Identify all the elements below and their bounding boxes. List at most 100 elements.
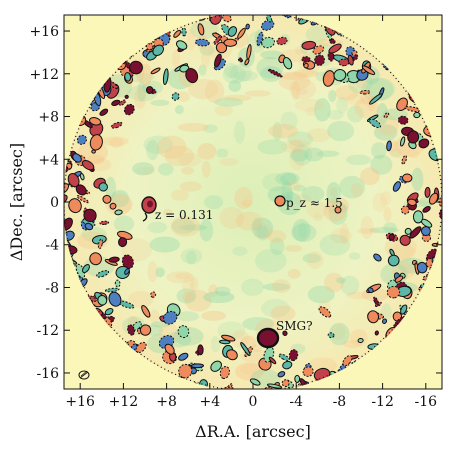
- edge-contour: [402, 173, 413, 183]
- edge-contour: [197, 344, 204, 356]
- noise-blob: [272, 279, 291, 294]
- noise-blob: [163, 208, 173, 216]
- source-pz15: [274, 195, 342, 214]
- edge-contour: [404, 227, 412, 235]
- noise-blob: [272, 121, 283, 141]
- x-tick-label: +16: [65, 394, 95, 410]
- edge-contour: [109, 202, 117, 210]
- edge-contour: [267, 68, 283, 78]
- noise-blob: [411, 167, 424, 191]
- edge-contour: [294, 374, 301, 383]
- edge-contour: [84, 222, 94, 231]
- edge-contour: [282, 57, 293, 70]
- noise-blob: [229, 63, 253, 83]
- noise-blob: [203, 124, 218, 133]
- noise-blob: [231, 330, 250, 349]
- noise-blob: [182, 292, 195, 302]
- edge-contour: [383, 112, 390, 119]
- edge-contour: [108, 291, 122, 307]
- noise-blob: [241, 199, 253, 208]
- noise-blob: [303, 147, 324, 162]
- edge-contour: [261, 36, 275, 49]
- noise-blob: [178, 152, 202, 167]
- edge-contour: [407, 130, 420, 144]
- noise-blob: [208, 284, 218, 297]
- edge-contour: [240, 342, 251, 356]
- noise-blob: [373, 124, 398, 141]
- noise-blob: [306, 251, 324, 269]
- noise-blob: [294, 98, 325, 112]
- x-tick-label: 0: [249, 394, 258, 410]
- edge-contour: [409, 226, 422, 239]
- edge-contour: [91, 149, 96, 154]
- edge-contour: [118, 300, 135, 309]
- x-tick-label: -12: [371, 394, 394, 410]
- noise-blob: [140, 63, 152, 87]
- edge-contour: [135, 341, 147, 354]
- edge-contour: [104, 287, 120, 293]
- noise-blob: [324, 272, 345, 293]
- noise-blob: [219, 158, 239, 166]
- noise-blob: [179, 224, 208, 231]
- noise-blob: [132, 162, 155, 176]
- noise-blob: [261, 173, 288, 192]
- edge-contour: [368, 118, 382, 129]
- noise-blob: [375, 114, 399, 136]
- edge-contour: [381, 318, 388, 325]
- noise-blob: [260, 50, 284, 60]
- noise-blob: [171, 189, 189, 201]
- edge-contour: [129, 60, 143, 75]
- noise-blob: [251, 217, 274, 239]
- noise-blob: [350, 182, 363, 198]
- x-axis: +16 +12 +8 +4 0 -4 -8 -12 -16: [65, 15, 437, 410]
- edge-contour: [123, 103, 135, 116]
- source-z0131: [141, 196, 157, 222]
- noise-blob: [109, 137, 124, 148]
- noise-blob: [361, 78, 394, 102]
- noise-blob: [199, 218, 214, 242]
- edge-contour: [124, 268, 130, 275]
- noise-blob: [189, 277, 199, 293]
- edge-contour: [190, 363, 205, 369]
- noise-blob: [380, 191, 392, 206]
- edge-contour: [387, 254, 400, 267]
- edge-contour: [175, 40, 188, 50]
- y-tick-label: +4: [38, 152, 59, 168]
- noise-blob: [188, 78, 219, 100]
- edge-contour: [76, 134, 87, 145]
- edge-contour: [64, 183, 70, 195]
- edge-contour: [99, 108, 109, 116]
- noise-blob: [201, 160, 211, 178]
- noise-blob: [306, 128, 332, 142]
- noise-blob: [312, 213, 323, 222]
- edge-contour: [89, 252, 102, 266]
- edge-contour: [258, 389, 263, 395]
- noise-blob: [346, 291, 373, 300]
- noise-blob: [347, 105, 364, 123]
- y-tick-label: 0: [50, 195, 59, 211]
- edge-contour: [256, 31, 264, 46]
- noise-blob: [166, 271, 195, 284]
- source-smg: [256, 327, 280, 349]
- edge-contour: [266, 383, 283, 389]
- edge-contour: [303, 62, 309, 69]
- edge-contour: [81, 160, 95, 171]
- noise-blob: [288, 139, 304, 152]
- edge-contour: [268, 356, 277, 365]
- edge-contour: [386, 285, 401, 299]
- smg-label: SMG?: [276, 319, 313, 333]
- edge-contour: [369, 93, 383, 105]
- noise-blob: [336, 96, 348, 114]
- edge-contour: [76, 195, 90, 204]
- noise-blob: [281, 180, 293, 203]
- edge-contour: [302, 366, 314, 377]
- noise-blob: [105, 176, 117, 200]
- edge-contour: [388, 233, 395, 241]
- noise-blob: [128, 290, 154, 308]
- noise-blob: [261, 299, 290, 318]
- noise-blob: [147, 221, 167, 234]
- noise-blob: [182, 277, 195, 295]
- noise-blob: [255, 248, 287, 273]
- noise-blob: [155, 267, 165, 278]
